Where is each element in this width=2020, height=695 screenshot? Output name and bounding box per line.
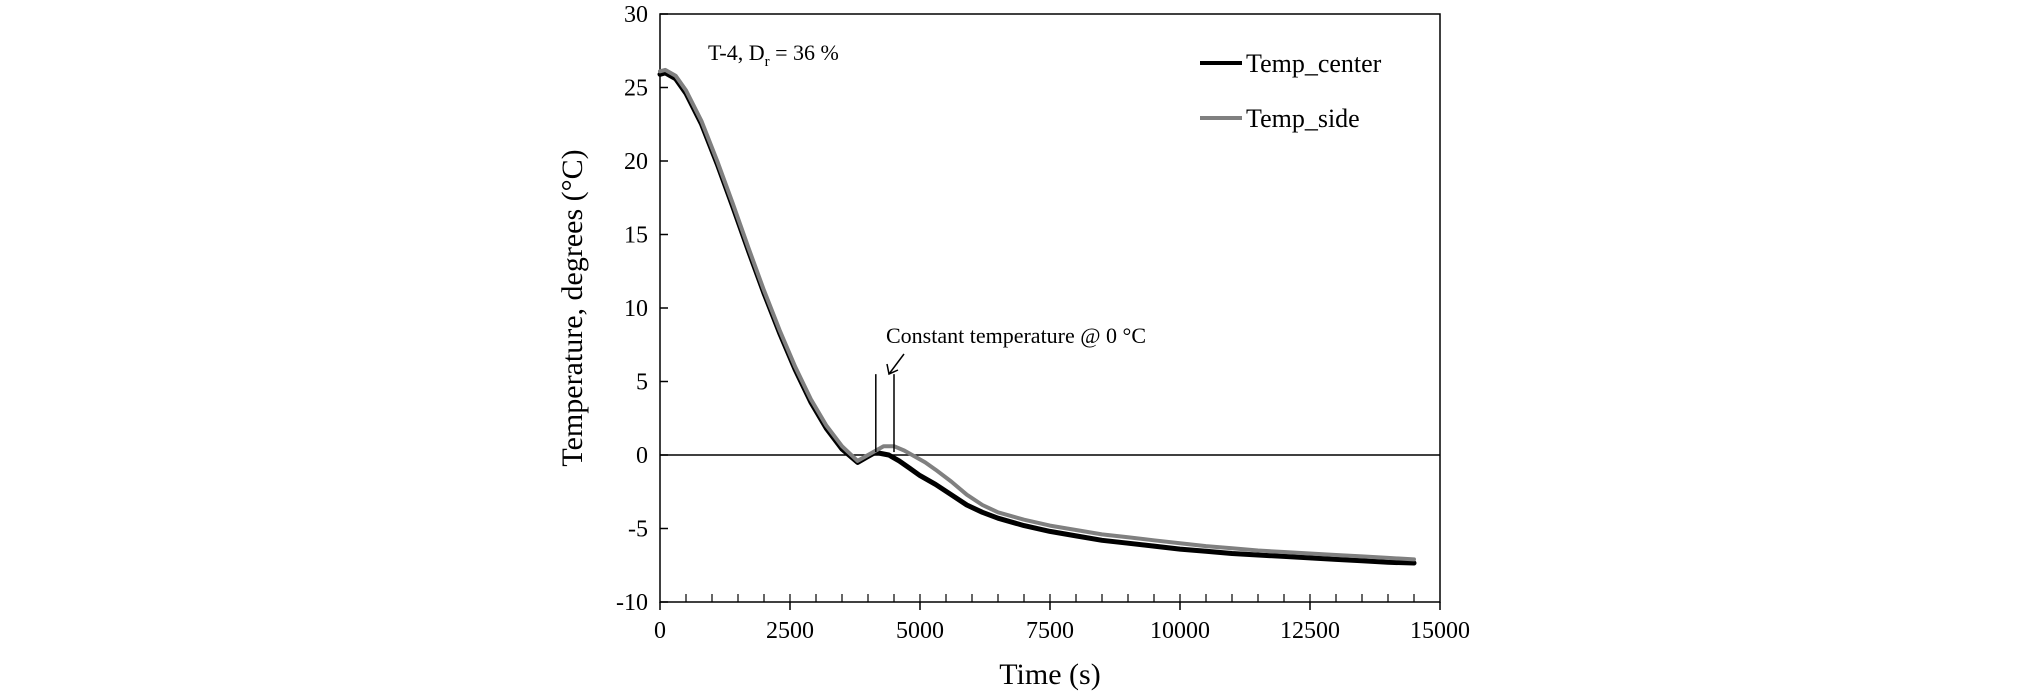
- annotation-constant-temp: Constant temperature @ 0 °C: [886, 323, 1146, 348]
- x-tick-label: 0: [654, 618, 666, 644]
- legend-label-temp-center: Temp_center: [1246, 49, 1382, 78]
- legend-label-temp-side: Temp_side: [1246, 104, 1360, 133]
- plot-frame: [659, 13, 1441, 603]
- annotation-test-id: T-4, Dr = 36 %: [708, 40, 839, 70]
- x-minor-ticks: [685, 594, 1415, 602]
- annotation-arrow-shaft: [888, 353, 905, 375]
- y-tick-label: 5: [636, 370, 648, 396]
- x-tick-label: 12500: [1280, 618, 1340, 644]
- y-axis-title: Temperature, degrees (°C): [556, 149, 589, 466]
- x-tick-label: 5000: [896, 618, 944, 644]
- y-tick-label: 25: [624, 76, 648, 102]
- y-tick-label: 30: [624, 2, 648, 28]
- series-layer: [657, 67, 1417, 566]
- x-axis-title: Time (s): [999, 658, 1100, 691]
- x-tick-label: 10000: [1150, 618, 1210, 644]
- y-tick-label: 15: [624, 223, 648, 249]
- y-tick-label: 20: [624, 149, 648, 175]
- y-tick-label: 10: [624, 296, 648, 322]
- legend: Temp_center Temp_side: [1200, 49, 1382, 133]
- x-axis-ticks: 0 2500 5000 7500 10000 12500 15000: [654, 602, 1470, 644]
- series-line-temp-side: [658, 67, 1416, 562]
- x-tick-label: 7500: [1026, 618, 1074, 644]
- y-axis-ticks: 30 25 20 15 10 5 0 -5 -10: [616, 2, 668, 616]
- x-tick-label: 2500: [766, 618, 814, 644]
- constant-temperature-markers: [875, 374, 895, 453]
- y-tick-label: -10: [616, 590, 648, 616]
- x-tick-label: 15000: [1410, 618, 1470, 644]
- annotation-arrow-head: [886, 363, 899, 376]
- y-tick-label: -5: [628, 517, 648, 543]
- y-tick-label: 0: [636, 443, 648, 469]
